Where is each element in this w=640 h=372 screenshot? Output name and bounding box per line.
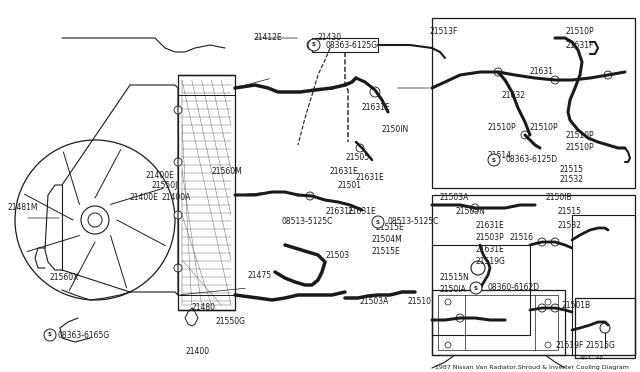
Text: 08363-6125D: 08363-6125D (505, 155, 557, 164)
Text: 21631: 21631 (530, 67, 554, 77)
Text: 21560X: 21560X (50, 273, 79, 282)
Text: 08513-5125C: 08513-5125C (282, 218, 333, 227)
Text: 21515E: 21515E (372, 247, 401, 257)
Text: 21505N: 21505N (455, 208, 485, 217)
Circle shape (307, 40, 317, 50)
Circle shape (372, 216, 384, 228)
Text: 08360-6162D: 08360-6162D (488, 283, 540, 292)
Text: 21532: 21532 (558, 221, 582, 230)
Text: 2150IB: 2150IB (545, 193, 572, 202)
Text: 21400E: 21400E (130, 193, 159, 202)
Text: 21515: 21515 (560, 166, 584, 174)
Text: 21631E: 21631E (475, 246, 504, 254)
Text: 21515: 21515 (558, 208, 582, 217)
Text: 21513F: 21513F (430, 28, 458, 36)
Text: 21519F: 21519F (555, 340, 584, 350)
Text: 21550G: 21550G (215, 317, 245, 327)
Text: 21631E: 21631E (325, 208, 354, 217)
Bar (432, 245, 530, 335)
Circle shape (445, 342, 451, 348)
Text: 21400A: 21400A (162, 193, 191, 202)
Text: 21631E: 21631E (348, 208, 377, 217)
Bar (432, 195, 635, 355)
Circle shape (545, 299, 551, 305)
Text: 21515G: 21515G (585, 340, 615, 350)
Text: 1987 Nissan Van Radiator,Shroud & Inverter Cooling Diagram: 1987 Nissan Van Radiator,Shroud & Invert… (435, 366, 629, 371)
Bar (572, 215, 635, 355)
Bar (432, 18, 635, 188)
Text: 21515E: 21515E (375, 224, 404, 232)
Circle shape (81, 206, 109, 234)
Text: 21510P: 21510P (565, 144, 594, 153)
Circle shape (445, 299, 451, 305)
Circle shape (488, 154, 500, 166)
Circle shape (470, 282, 482, 294)
Text: 21501B: 21501B (562, 301, 591, 310)
Text: 21632: 21632 (502, 90, 526, 99)
Text: 21515N: 21515N (440, 273, 470, 282)
Text: 2150IA: 2150IA (440, 285, 467, 295)
Circle shape (174, 211, 182, 219)
Text: 21505: 21505 (345, 154, 369, 163)
Text: 21631E: 21631E (355, 173, 384, 183)
Text: 21532: 21532 (560, 176, 584, 185)
Circle shape (308, 39, 320, 51)
Text: 2150IN: 2150IN (382, 125, 409, 135)
Bar (178, 75, 235, 310)
Text: 21503: 21503 (325, 250, 349, 260)
Text: S: S (492, 157, 496, 163)
Circle shape (545, 342, 551, 348)
Text: 21510: 21510 (408, 298, 432, 307)
Text: 21503A: 21503A (440, 193, 469, 202)
Text: 21480: 21480 (192, 304, 216, 312)
Text: 21510P: 21510P (565, 131, 594, 140)
Bar (575, 298, 635, 358)
Text: 21475: 21475 (248, 270, 272, 279)
Text: 21631E: 21631E (475, 221, 504, 230)
Circle shape (174, 106, 182, 114)
Circle shape (600, 323, 610, 333)
Text: Aρ∕±°°Rρ: Aρ∕±°°Rρ (580, 356, 604, 360)
Text: 21631F: 21631F (565, 41, 593, 49)
Text: S: S (312, 42, 316, 48)
Text: 21481M: 21481M (8, 203, 38, 212)
Text: S: S (474, 285, 478, 291)
Text: 21519G: 21519G (475, 257, 505, 266)
Text: 21516: 21516 (510, 234, 534, 243)
Bar (438, 295, 558, 350)
Circle shape (174, 158, 182, 166)
Text: 08363-6125G: 08363-6125G (325, 41, 377, 49)
Text: 21510P: 21510P (530, 124, 559, 132)
Circle shape (174, 264, 182, 272)
Text: 21400E: 21400E (145, 170, 174, 180)
Text: 21510P: 21510P (565, 28, 594, 36)
Text: 21550J: 21550J (152, 180, 179, 189)
Text: 21631E: 21631E (362, 103, 391, 112)
Text: 21400: 21400 (185, 347, 209, 356)
Text: 21560M: 21560M (212, 167, 243, 176)
Text: 21503A: 21503A (360, 298, 389, 307)
Text: 21631E: 21631E (330, 167, 359, 176)
Bar (432, 290, 565, 355)
Text: 08363-6165G: 08363-6165G (58, 330, 110, 340)
Circle shape (44, 329, 56, 341)
Text: S: S (48, 333, 52, 337)
Text: 21504M: 21504M (372, 235, 403, 244)
Text: 21503P: 21503P (475, 234, 504, 243)
Text: 21412E: 21412E (253, 33, 282, 42)
Text: 21430: 21430 (318, 33, 342, 42)
Bar (312, 38, 378, 52)
Text: 21501: 21501 (338, 180, 362, 189)
Text: 21514: 21514 (488, 151, 512, 160)
Text: 08513-5125C: 08513-5125C (388, 218, 440, 227)
Text: 21510P: 21510P (488, 124, 516, 132)
Circle shape (471, 261, 485, 275)
Text: S: S (376, 219, 380, 224)
